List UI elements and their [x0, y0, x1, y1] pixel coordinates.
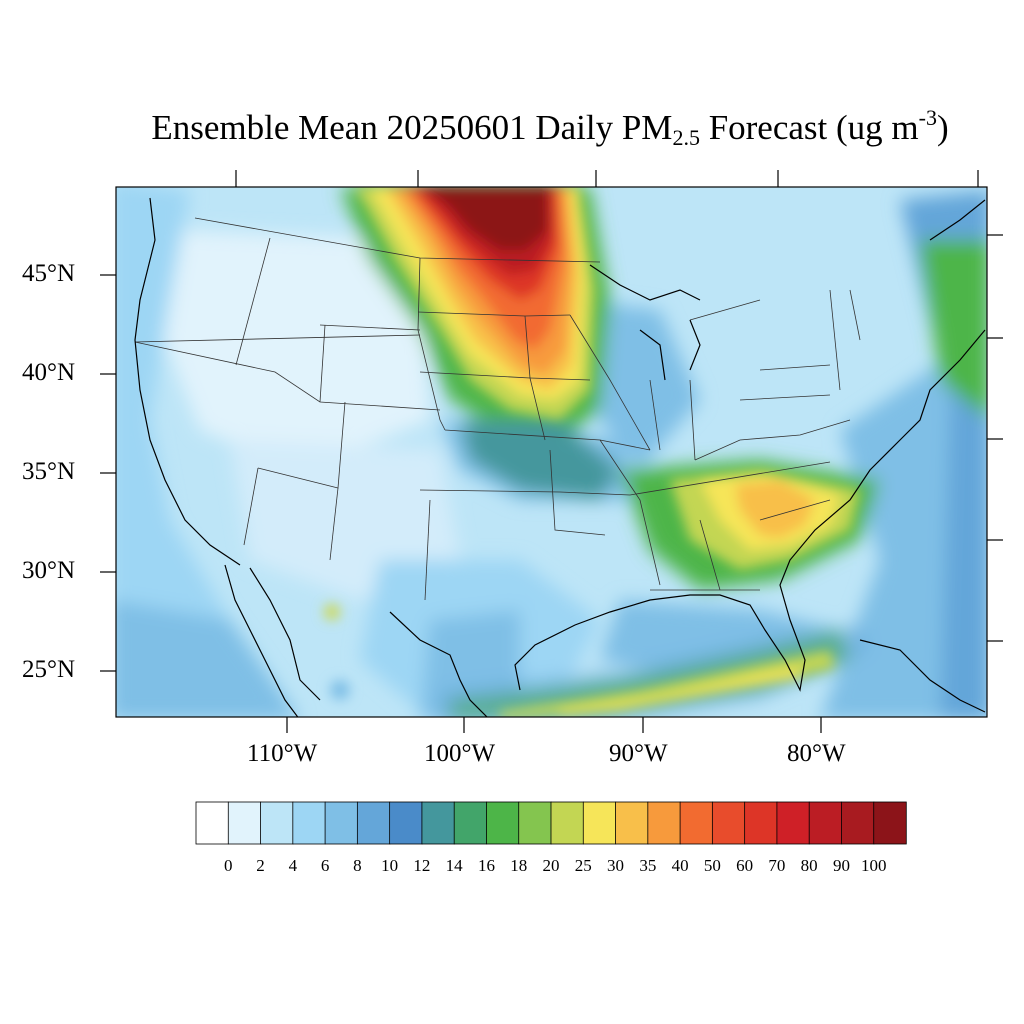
colorbar — [195, 801, 907, 845]
lon-label-90w: 90°W — [609, 740, 668, 767]
colorbar-tick-label: 18 — [510, 856, 528, 875]
colorbar-swatch-11 — [550, 801, 584, 845]
colorbar-swatch-20 — [841, 801, 875, 845]
colorbar-tick-label: 50 — [703, 856, 721, 875]
colorbar-swatch-8 — [453, 801, 488, 845]
colorbar-swatch-2 — [260, 801, 294, 845]
colorbar-swatch-18 — [776, 801, 810, 845]
coastlines — [134, 197, 986, 717]
lat-label-45: 45°N — [22, 260, 76, 287]
colorbar-tick-label: 16 — [477, 856, 495, 875]
colorbar-tick-label: 0 — [224, 856, 233, 875]
colorbar-tick-label: 4 — [288, 856, 298, 875]
colorbar-tick-label: 70 — [768, 856, 786, 875]
colorbar-swatch-17 — [744, 801, 778, 845]
left-ticks — [100, 274, 116, 672]
lon-label-110w: 110°W — [247, 740, 318, 767]
colorbar-swatch-15 — [679, 801, 714, 845]
colorbar-tick-label: 6 — [320, 856, 330, 875]
right-ticks — [987, 234, 1003, 642]
lat-label-35: 35°N — [22, 458, 76, 485]
colorbar-tick-label: 30 — [607, 856, 625, 875]
colorbar-swatch-0 — [195, 801, 229, 845]
colorbar-swatch-14 — [647, 801, 681, 845]
colorbar-swatch-19 — [808, 801, 843, 845]
colorbar-swatch-3 — [292, 801, 326, 845]
colorbar-tick-label: 25 — [574, 856, 592, 875]
colorbar-swatch-4 — [324, 801, 359, 845]
colorbar-tick-label: 2 — [256, 856, 265, 875]
state-boundaries — [134, 217, 861, 601]
lat-label-25: 25°N — [22, 656, 76, 683]
concentration-field — [116, 187, 987, 717]
colorbar-tick-label: 12 — [413, 856, 431, 875]
colorbar-swatch-6 — [389, 801, 423, 845]
colorbar-tick-label: 80 — [800, 856, 818, 875]
colorbar-swatch-13 — [615, 801, 649, 845]
lon-label-80w: 80°W — [787, 740, 846, 767]
colorbar-tick-label: 14 — [445, 856, 463, 875]
page-title: Ensemble Mean 20250601 Daily PM2.5 Forec… — [151, 105, 949, 150]
colorbar-tick-label: 10 — [381, 856, 399, 875]
lat-label-30: 30°N — [22, 557, 76, 584]
colorbar-tick-label: 20 — [542, 856, 560, 875]
top-ticks — [235, 170, 979, 187]
lat-label-40: 40°N — [22, 359, 76, 386]
lon-label-100w: 100°W — [424, 740, 496, 767]
colorbar-swatch-1 — [227, 801, 262, 845]
colorbar-swatch-9 — [486, 801, 520, 845]
colorbar-swatch-10 — [518, 801, 552, 845]
colorbar-swatch-12 — [582, 801, 617, 845]
colorbar-swatch-21 — [873, 801, 907, 845]
colorbar-tick-label: 90 — [832, 856, 850, 875]
colorbar-tick-label: 40 — [671, 856, 689, 875]
colorbar-swatch-5 — [356, 801, 391, 845]
bottom-ticks — [286, 717, 822, 733]
colorbar-swatch-16 — [711, 801, 746, 845]
colorbar-tick-label: 35 — [639, 856, 657, 875]
map-frame — [115, 186, 988, 718]
colorbar-tick-label: 60 — [736, 856, 754, 875]
colorbar-tick-label: 8 — [353, 856, 362, 875]
colorbar-swatch-7 — [421, 801, 455, 845]
colorbar-tick-label: 100 — [860, 856, 887, 875]
